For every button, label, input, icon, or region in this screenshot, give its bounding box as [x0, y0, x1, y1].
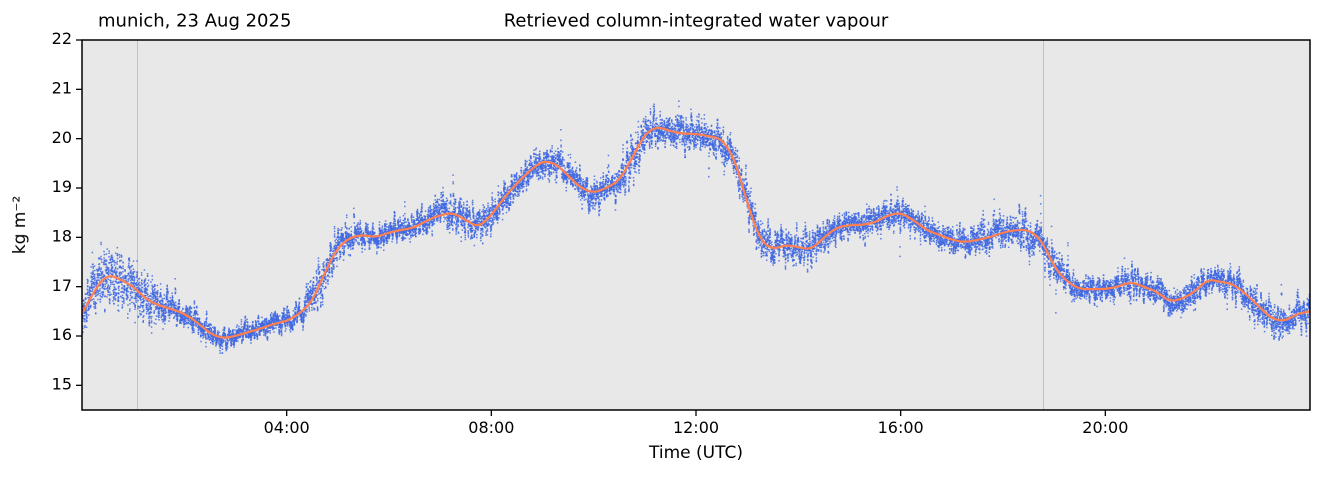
station-date-label: munich, 23 Aug 2025 — [98, 10, 292, 32]
x-axis-label: Time (UTC) — [649, 443, 743, 463]
y-axis-label: kg m⁻² — [10, 195, 30, 255]
chart-title: Retrieved column-integrated water vapour — [503, 10, 889, 32]
